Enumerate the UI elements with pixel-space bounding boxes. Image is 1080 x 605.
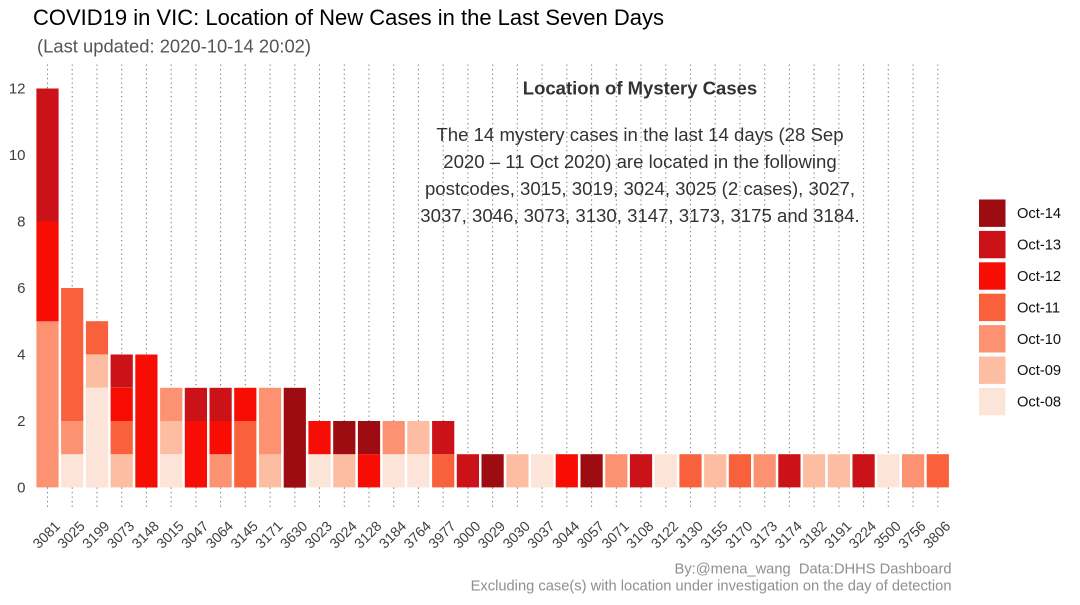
svg-text:Excluding case(s) with locatio: Excluding case(s) with location under in… [471, 579, 952, 595]
svg-text:By:@mena_wang Data:DHHS Dashb: By:@mena_wang Data:DHHS Dashboard [675, 562, 952, 578]
svg-text:The 14 mystery cases in the la: The 14 mystery cases in the last 14 days… [436, 124, 843, 145]
svg-text:Oct-13: Oct-13 [1017, 238, 1061, 254]
svg-text:(Last updated: 2020-10-14 20:0: (Last updated: 2020-10-14 20:02) [37, 36, 311, 57]
svg-text:COVID19 in VIC: Location of Ne: COVID19 in VIC: Location of New Cases in… [33, 5, 664, 30]
svg-text:3037, 3046, 3073, 3130, 3147,: 3037, 3046, 3073, 3130, 3147, 3173, 3175… [420, 205, 859, 226]
svg-text:8: 8 [17, 214, 25, 231]
svg-text:0: 0 [17, 480, 25, 497]
svg-text:Oct-09: Oct-09 [1017, 363, 1061, 379]
svg-text:Oct-14: Oct-14 [1017, 206, 1061, 222]
svg-text:postcodes, 3015, 3019, 3024, 3: postcodes, 3015, 3019, 3024, 3025 (2 cas… [425, 178, 855, 199]
svg-text:Oct-08: Oct-08 [1017, 395, 1061, 411]
svg-text:Oct-12: Oct-12 [1017, 269, 1061, 285]
svg-text:Oct-10: Oct-10 [1017, 332, 1061, 348]
svg-text:2: 2 [17, 413, 25, 430]
svg-text:Location of Mystery Cases: Location of Mystery Cases [523, 78, 757, 99]
svg-text:6: 6 [17, 280, 25, 297]
svg-text:Oct-11: Oct-11 [1017, 300, 1060, 316]
svg-text:12: 12 [9, 81, 26, 98]
svg-text:2020 – 11 Oct 2020) are locate: 2020 – 11 Oct 2020) are located in the f… [443, 151, 836, 172]
svg-text:10: 10 [9, 147, 26, 164]
svg-text:4: 4 [17, 347, 25, 364]
